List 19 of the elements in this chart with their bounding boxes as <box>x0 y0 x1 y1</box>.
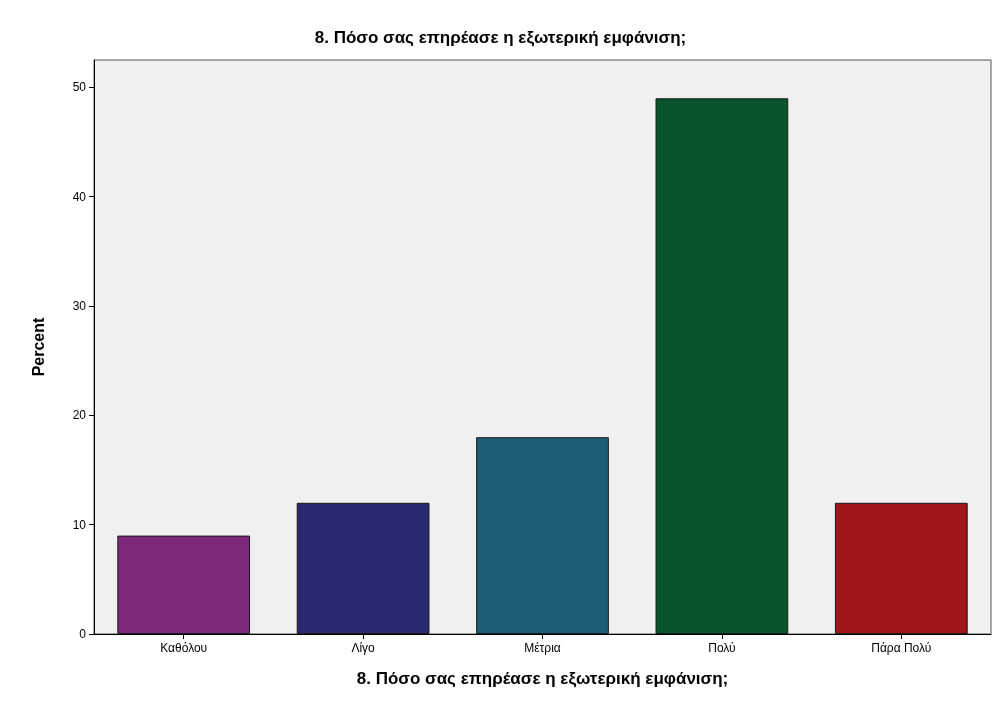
chart-title: 8. Πόσο σας επηρέασε η εξωτερική εμφάνιση; <box>314 28 687 47</box>
y-tick-label: 50 <box>72 80 87 95</box>
bar <box>296 502 430 634</box>
y-tick-label: 30 <box>72 299 87 313</box>
x-tick-label: Μέτρια <box>524 641 561 655</box>
bar <box>476 437 609 634</box>
y-axis-title: Percent <box>29 316 47 377</box>
y-tick-label: 40 <box>72 189 87 204</box>
y-tick-label: 10 <box>72 517 87 532</box>
x-tick-label: Καθόλου <box>160 641 208 655</box>
x-tick-label: Πάρα Πολύ <box>871 641 932 655</box>
x-axis-title: 8. Πόσο σας επηρέασε η εξωτερική εμφάνιση; <box>356 669 729 688</box>
bar <box>655 98 789 634</box>
bar <box>117 535 251 634</box>
x-tick-label: Πολύ <box>708 641 736 655</box>
bar <box>834 502 968 634</box>
y-tick-label: 20 <box>72 408 87 423</box>
y-tick-label: 0 <box>79 627 87 641</box>
x-tick-label: Λίγο <box>351 641 376 655</box>
